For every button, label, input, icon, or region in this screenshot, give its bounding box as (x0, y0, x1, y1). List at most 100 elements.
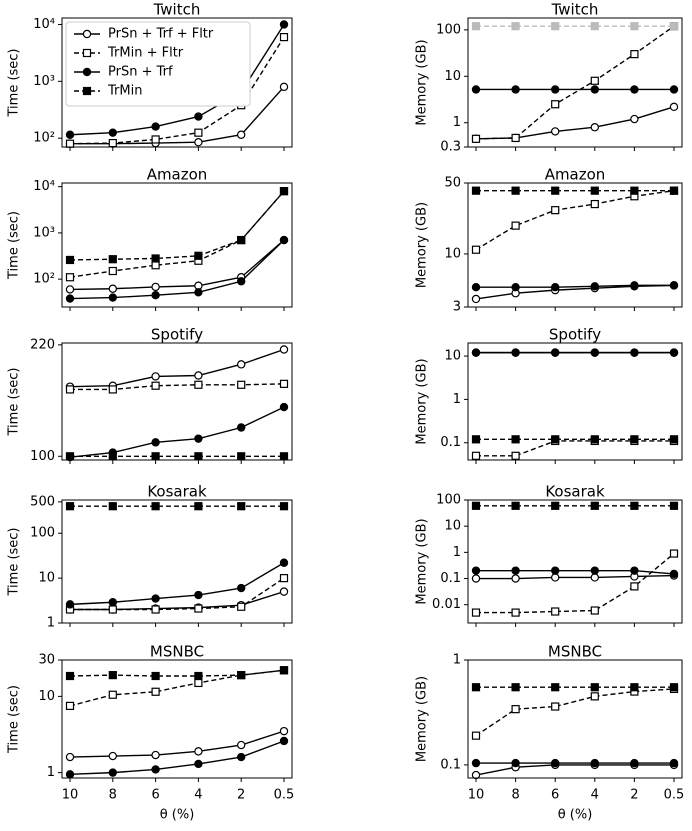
y-axis-label: Memory (GB) (415, 676, 430, 762)
y-tick-label: 10³ (33, 225, 55, 240)
marker (65, 752, 75, 762)
marker (151, 687, 160, 696)
subplot-title: Spotify (151, 326, 203, 344)
marker (65, 130, 75, 139)
marker (65, 770, 75, 779)
marker (194, 112, 203, 121)
marker (511, 451, 520, 460)
marker (151, 135, 160, 144)
marker (471, 283, 481, 292)
marker (236, 583, 246, 593)
axes-frame (467, 342, 683, 461)
subplot: Amazon Memory (GB) 3 10 50 (415, 166, 683, 315)
marker (237, 602, 246, 611)
y-tick-label: 100 (436, 493, 461, 508)
marker (590, 566, 600, 575)
marker (236, 277, 246, 286)
y-tick-label: 10⁴ (33, 17, 55, 32)
marker (151, 765, 160, 774)
marker (669, 435, 679, 444)
marker (279, 502, 289, 511)
y-tick-label: 10 (444, 349, 461, 364)
marker (194, 759, 203, 769)
y-tick-label: 10 (444, 69, 461, 84)
y-tick-label: 10 (38, 689, 55, 704)
marker (65, 285, 75, 294)
marker (151, 452, 160, 461)
y-axis-label: Time (sec) (7, 685, 22, 754)
marker (194, 747, 203, 756)
y-axis-label: Memory (GB) (415, 518, 430, 604)
marker (630, 582, 639, 591)
y-tick-label: 3 (453, 300, 461, 315)
marker (511, 283, 520, 292)
y-axis-label: Memory (GB) (415, 358, 430, 444)
marker (590, 282, 600, 291)
marker (590, 606, 599, 615)
marker (194, 380, 203, 389)
series-line (70, 590, 285, 611)
marker (194, 138, 203, 147)
marker (151, 605, 160, 614)
marker (471, 22, 481, 31)
axes-frame (61, 659, 293, 779)
marker (151, 122, 160, 131)
subplot: Twitch Time (sec) 10² 10³ 10⁴ PrSn + Trf + Fl… (7, 1, 293, 151)
marker (511, 566, 520, 575)
axes-frame (61, 17, 293, 148)
marker (669, 683, 679, 692)
series-line (476, 574, 675, 580)
subplot-title: Amazon (545, 166, 606, 184)
marker (551, 283, 560, 292)
marker (669, 186, 679, 195)
marker (551, 607, 560, 616)
marker (279, 32, 289, 42)
series-line (476, 440, 674, 457)
marker (551, 85, 560, 94)
marker (108, 255, 117, 264)
series-line (70, 383, 285, 391)
axes-frame (61, 182, 293, 308)
marker (151, 372, 160, 381)
marker (151, 261, 160, 270)
marker (237, 380, 246, 389)
marker (151, 438, 160, 447)
series-line (69, 190, 285, 261)
x-tick-label: 4 (194, 788, 202, 803)
marker (590, 76, 599, 85)
marker (151, 282, 160, 292)
marker (630, 683, 639, 692)
marker (237, 452, 246, 461)
subplot-title: MSNBC (150, 643, 204, 661)
subplot-title: Twitch (551, 1, 599, 19)
marker (82, 67, 92, 77)
marker (630, 114, 639, 124)
marker (551, 573, 560, 582)
marker (511, 501, 520, 510)
series-line (69, 406, 285, 458)
subplot: MSNBC Memory (GB) θ (%) 0.1 1 10 8 6 4 2 0.5 (415, 643, 685, 823)
marker (669, 501, 679, 510)
x-tick-label: 0.5 (274, 788, 295, 803)
marker (65, 139, 75, 148)
marker (194, 371, 203, 380)
legend-label: TrMin + Fltr (107, 46, 184, 61)
legend-label: PrSn + Trf + Fltr (108, 27, 214, 42)
subplot-title: Spotify (549, 326, 601, 344)
marker (279, 345, 289, 354)
marker (551, 127, 560, 136)
x-tick-label: 8 (109, 788, 117, 803)
marker (511, 435, 520, 444)
series-line (476, 284, 674, 288)
marker (630, 186, 639, 195)
y-tick-label: 1 (47, 616, 55, 631)
marker (590, 85, 600, 94)
marker (669, 85, 679, 94)
y-axis-label: Memory (GB) (415, 39, 430, 125)
marker (511, 22, 520, 31)
subplot: Spotify Memory (GB) 0.1 1 10 (415, 326, 683, 464)
marker (669, 569, 679, 579)
series-line (69, 562, 285, 606)
marker (551, 435, 560, 444)
y-axis-label: Time (sec) (7, 527, 22, 596)
